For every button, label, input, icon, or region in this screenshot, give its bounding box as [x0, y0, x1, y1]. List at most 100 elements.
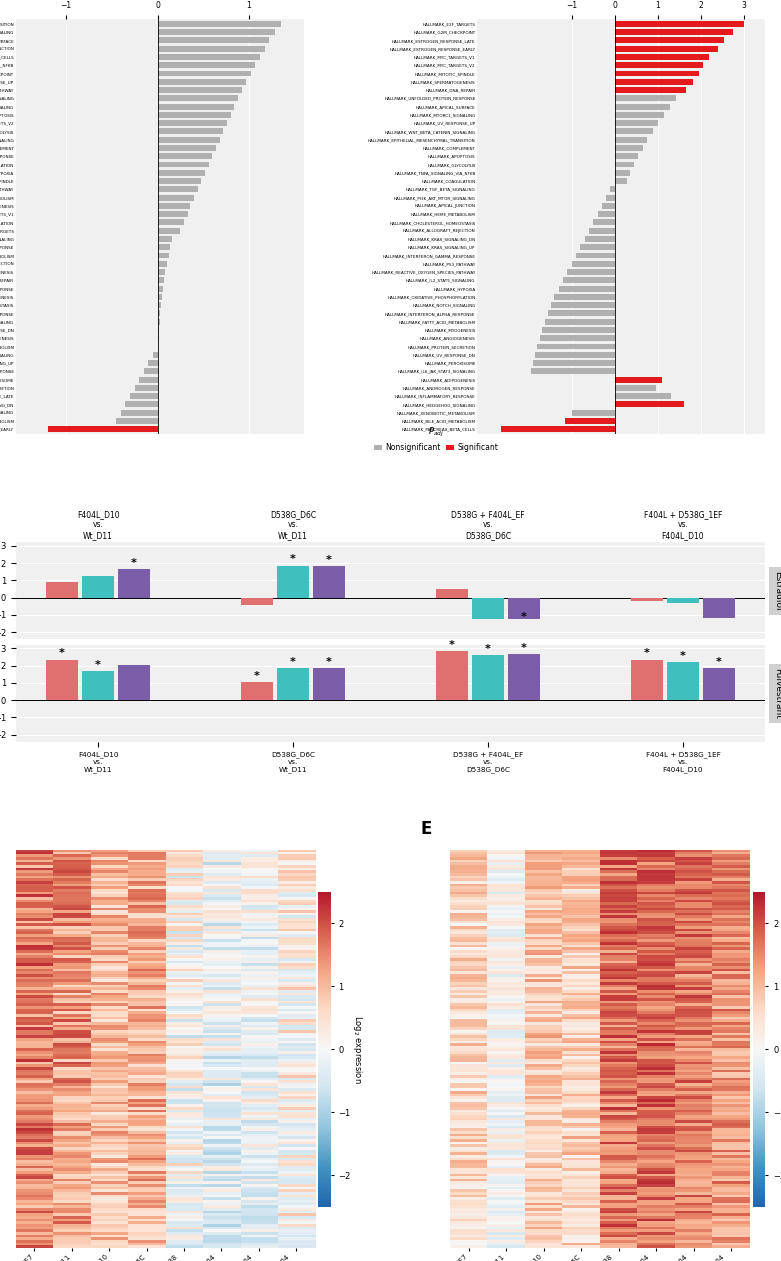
- Bar: [540, 335, 615, 342]
- Bar: [531, 368, 615, 375]
- Bar: [277, 566, 308, 598]
- Text: *: *: [521, 643, 527, 653]
- Bar: [158, 211, 187, 217]
- Bar: [158, 261, 166, 267]
- Bar: [615, 78, 693, 84]
- Bar: [535, 352, 615, 358]
- Bar: [615, 38, 725, 43]
- Bar: [597, 211, 615, 217]
- Bar: [118, 665, 150, 700]
- Bar: [615, 129, 653, 135]
- Bar: [473, 656, 504, 700]
- X-axis label: NES: NES: [612, 0, 631, 1]
- Bar: [158, 187, 198, 193]
- Bar: [158, 236, 172, 242]
- Bar: [473, 598, 504, 619]
- Bar: [158, 71, 251, 77]
- Bar: [551, 303, 615, 308]
- Bar: [158, 38, 269, 43]
- Bar: [148, 361, 158, 366]
- Bar: [158, 335, 159, 342]
- Bar: [158, 252, 169, 259]
- Bar: [667, 598, 699, 603]
- Bar: [615, 161, 634, 168]
- Bar: [158, 194, 194, 200]
- Bar: [703, 668, 735, 700]
- Bar: [158, 78, 246, 84]
- Bar: [158, 269, 165, 275]
- Bar: [158, 62, 255, 68]
- Bar: [116, 417, 158, 424]
- Text: *: *: [716, 657, 722, 667]
- Text: *: *: [95, 660, 101, 670]
- Text: *: *: [449, 639, 455, 649]
- Bar: [555, 294, 615, 300]
- Bar: [567, 269, 615, 275]
- Bar: [563, 277, 615, 284]
- Bar: [158, 45, 265, 52]
- Bar: [158, 228, 180, 233]
- Bar: [615, 170, 630, 175]
- Bar: [667, 662, 699, 700]
- Bar: [158, 178, 201, 184]
- Bar: [606, 194, 615, 200]
- Bar: [572, 261, 615, 267]
- Bar: [158, 112, 230, 117]
- Bar: [545, 319, 615, 324]
- Bar: [602, 203, 615, 209]
- Bar: [615, 45, 718, 52]
- Bar: [158, 120, 227, 126]
- Text: D538G + F404L_EF
vs.
D538G_D6C: D538G + F404L_EF vs. D538G_D6C: [451, 509, 525, 540]
- Bar: [580, 245, 615, 250]
- Bar: [82, 671, 114, 700]
- Bar: [118, 569, 150, 598]
- Bar: [158, 54, 260, 61]
- Bar: [508, 654, 540, 700]
- Bar: [139, 377, 158, 382]
- Text: *: *: [254, 671, 260, 681]
- Bar: [631, 598, 663, 601]
- Bar: [436, 651, 468, 700]
- Bar: [703, 598, 735, 618]
- Bar: [134, 385, 158, 391]
- Bar: [158, 310, 160, 317]
- Bar: [158, 136, 219, 142]
- Bar: [158, 87, 242, 93]
- Bar: [533, 361, 615, 366]
- Bar: [158, 327, 159, 333]
- Bar: [615, 62, 703, 68]
- Text: *: *: [326, 555, 332, 565]
- Text: F404L + D538G_1EF
vs.
F404L_D10: F404L + D538G_1EF vs. F404L_D10: [644, 509, 722, 540]
- Bar: [537, 343, 615, 349]
- Bar: [130, 393, 158, 400]
- Bar: [501, 426, 615, 433]
- Bar: [158, 170, 205, 175]
- Bar: [126, 401, 158, 407]
- Bar: [158, 154, 212, 159]
- Bar: [565, 417, 615, 424]
- Bar: [615, 96, 676, 101]
- Bar: [158, 286, 163, 291]
- Bar: [153, 352, 158, 358]
- Bar: [158, 245, 170, 250]
- Bar: [313, 668, 345, 700]
- Bar: [615, 54, 709, 61]
- Bar: [158, 96, 238, 101]
- Bar: [158, 277, 164, 284]
- Bar: [158, 103, 234, 110]
- Bar: [615, 112, 664, 117]
- Bar: [631, 660, 663, 700]
- Bar: [615, 393, 671, 400]
- Bar: [611, 187, 615, 193]
- Text: *: *: [131, 557, 137, 567]
- Text: F404L_D10
vs.
Wt_D11: F404L_D10 vs. Wt_D11: [77, 509, 119, 540]
- Bar: [158, 303, 161, 308]
- Bar: [241, 598, 273, 605]
- Bar: [615, 21, 744, 26]
- Bar: [594, 219, 615, 226]
- Text: Estradiol: Estradiol: [773, 571, 781, 610]
- Text: Fulvestrant: Fulvestrant: [773, 668, 781, 719]
- Bar: [576, 252, 615, 259]
- Legend: Nonsignificant, Significant: Nonsignificant, Significant: [371, 424, 501, 455]
- Text: *: *: [290, 555, 296, 565]
